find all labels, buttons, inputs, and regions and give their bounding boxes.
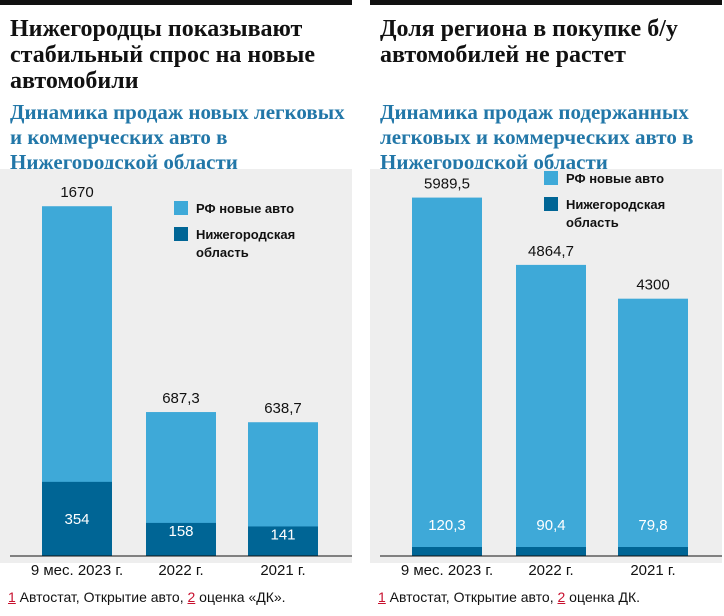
category-label: 9 мес. 2023 г. <box>401 562 493 579</box>
data-label-rf: 1670 <box>60 184 93 201</box>
category-label: 9 мес. 2023 г. <box>31 562 123 579</box>
legend-label-region: Нижегородская область <box>196 227 295 260</box>
chart-title: Доля региона в покупке б/у автомобилей н… <box>380 16 678 68</box>
footnote-text: оценка «ДК». <box>195 589 286 605</box>
bar-region <box>412 547 482 556</box>
legend-swatch-region <box>174 227 188 241</box>
footnote: 1 Автостат, Открытие авто, 2 оценка ДК. <box>378 588 640 606</box>
top-rule <box>370 0 722 5</box>
category-label: 2021 г. <box>260 562 305 579</box>
left-panel: Нижегородцы показывают стабильный спрос … <box>0 0 352 616</box>
data-label-region: 79,8 <box>638 517 667 534</box>
bar-rf-total <box>412 197 482 556</box>
data-label-rf: 687,3 <box>162 390 200 407</box>
new-cars-chart: 1670 354 9 мес. 2023 г. 687,3 158 2022 г. 638,… <box>10 184 352 579</box>
legend-label-region: Нижегородская область <box>566 197 665 230</box>
footnote: 1 Автостат, Открытие авто, 2 оценка «ДК»… <box>8 588 286 606</box>
footnote-text: Автостат, Открытие авто, <box>15 589 188 605</box>
legend-swatch-region <box>544 197 558 211</box>
footnote-text: оценка ДК. <box>565 589 640 605</box>
footnote-marker: 1 <box>8 589 16 605</box>
data-label-rf: 638,7 <box>264 400 302 417</box>
legend-label-rf: РФ новые авто <box>566 171 664 186</box>
category-label: 2022 г. <box>158 562 203 579</box>
chart-subtitle: Динамика продаж подержанных легковых и к… <box>380 100 694 174</box>
bar-rf-total <box>618 298 688 556</box>
bar-region <box>248 526 318 556</box>
data-label-region: 158 <box>168 523 193 540</box>
data-label-region: 141 <box>270 526 295 543</box>
chart-title: Нижегородцы показывают стабильный спрос … <box>10 16 316 94</box>
bar-region <box>516 547 586 556</box>
bar-region <box>146 522 216 556</box>
data-label-rf: 5989,5 <box>424 176 470 193</box>
footnote-marker: 2 <box>187 589 196 605</box>
chart-subtitle: Динамика продаж новых легковых и коммерч… <box>10 100 345 174</box>
category-label: 2022 г. <box>528 562 573 579</box>
footnote-text: Автостат, Открытие авто, <box>385 589 558 605</box>
bar-region <box>618 547 688 556</box>
right-panel: Доля региона в покупке б/у автомобилей н… <box>370 0 722 616</box>
bar-region <box>42 481 112 556</box>
legend-swatch-rf <box>174 201 188 215</box>
footnote-marker: 1 <box>378 589 386 605</box>
bar-rf-total <box>516 264 586 556</box>
data-label-region: 354 <box>64 511 89 528</box>
category-label: 2021 г. <box>630 562 675 579</box>
footnote-marker: 2 <box>557 589 566 605</box>
data-label-rf: 4864,7 <box>528 243 574 260</box>
data-label-region: 90,4 <box>536 517 565 534</box>
data-label-region: 120,3 <box>428 517 466 534</box>
top-rule <box>0 0 352 5</box>
used-cars-chart: 5989,5 120,3 9 мес. 2023 г. 4864,7 90,4 2022 … <box>380 171 722 579</box>
legend-label-rf: РФ новые авто <box>196 201 294 216</box>
legend-swatch-rf <box>544 171 558 185</box>
data-label-rf: 4300 <box>636 277 669 294</box>
